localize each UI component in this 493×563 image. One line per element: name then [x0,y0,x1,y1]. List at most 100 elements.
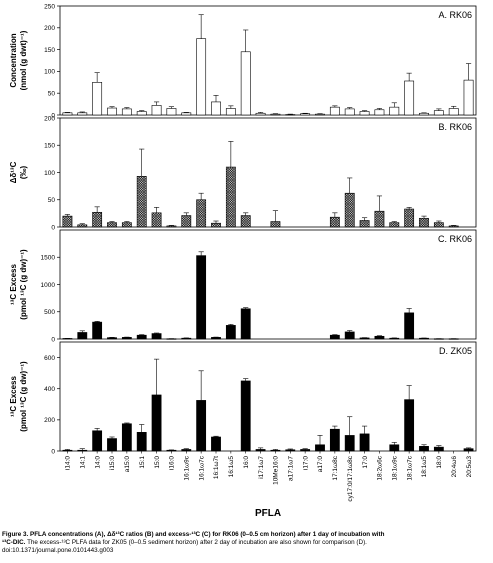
x-tick-label: 16:1ω5 [228,456,235,478]
bar-16:1ω9c [181,337,192,340]
bar-16:1ω5 [225,108,236,116]
bar-10Me16:0 [270,449,281,452]
bar-16:1ω9c [181,112,192,116]
bar-i15:0 [107,107,117,116]
bar-15:1 [136,334,147,340]
y-tick-label: 0 [51,448,55,455]
bar-i16:0 [166,108,177,116]
caption-line2: The excess-¹³C PLFA data for ZK05 (0–0.5… [25,539,367,547]
bar-18:1ω5 [419,446,429,452]
y-tick-label: 150 [44,47,55,54]
y-axis-title: (‰) [19,166,28,180]
bar-18:1ω7c [404,312,415,340]
bar-15:0 [151,105,162,116]
x-tick-label: 17:1ω8c [332,455,339,480]
y-tick-label: 100 [44,69,55,76]
y-tick-label: 500 [44,309,55,316]
bar-cy17:0/17:1ω8c [344,331,355,340]
y-axis-title: ¹³C Excess [9,264,18,305]
panel-label: C. RK06 [438,234,472,244]
bar-i17:0 [300,113,311,116]
y-tick-label: 0 [51,112,55,119]
bar-15:1 [136,432,147,452]
y-axis-title: Δδ¹³C [9,161,18,183]
x-tick-label: 18:2ω6c [377,455,384,480]
y-tick-label: 250 [44,3,55,10]
bar-14:0 [92,82,103,116]
plot-frame [59,341,477,452]
bar-a17:1ω7 [285,114,296,116]
bar-18:0 [433,446,444,452]
bar-i17:1ω7 [255,449,266,452]
bar-10Me16:0 [270,113,281,116]
bar-18:0 [433,222,444,228]
x-axis-title: PFLA [255,508,281,519]
panel-label: A. RK06 [438,10,472,20]
bar-a15:0 [121,222,132,228]
x-tick-label: 16:1ω9c [183,455,190,480]
bar-16:1ω7c [196,199,207,228]
x-tick-label: 14:1 [79,456,86,469]
bar-15:1 [136,176,147,228]
x-tick-label: i17:0 [302,456,309,470]
bar-18:1ω9c [389,106,400,116]
bar-17:0 [359,220,370,228]
bar-15:0 [151,394,162,452]
bar-a17:1ω7 [285,449,296,452]
y-tick-label: 0 [51,336,55,343]
bar-i16:0 [166,225,177,228]
caption-doi: doi:10.1371/journal.pone.0101443.g003 [2,547,114,555]
figure-chart: 0 50 100 150 200 250 Concentration (nmol (g dwt… [9,3,477,519]
bar-16:0 [240,215,251,228]
bar-20:5ω3 [463,79,474,116]
bar-10Me16:0 [270,221,281,228]
x-tick-label: cy17:0/17:1ω8c [347,455,354,501]
panel-label: B. RK06 [438,122,472,132]
bar-a15:0 [121,337,132,340]
panel-4: 0 200 400 600 ¹³C Excess (pmol ¹³C (g dw)⁻¹) D… [9,341,477,455]
caption-line2-bold: ¹³C-DIC. [2,539,26,547]
y-tick-label: 200 [44,417,55,424]
bar-16:1ω7t [211,436,221,452]
x-tick-label: 18:1ω7c [406,455,413,480]
panel-1: 0 50 100 150 200 250 Concentration (nmol (g dwt… [9,3,477,119]
x-tick-label: 18:1ω9c [391,455,398,480]
x-tick-label: 20:4ω6 [451,456,458,478]
bar-17:1ω8c [329,216,340,228]
y-tick-label: 0 [51,224,55,231]
bar-a17:0 [315,444,325,452]
y-tick-label: 600 [44,355,55,362]
bar-i14:0 [62,112,73,116]
figure-caption: Figure 3. PFLA concentrations (A), Δδ¹³C… [2,531,491,556]
x-tick-label: i16:0 [169,456,176,470]
y-tick-label: 400 [44,386,55,393]
y-tick-label: 1500 [41,255,56,262]
bar-18:2ω6c [374,109,385,116]
plot-frame [59,5,477,116]
x-tick-label: i14:0 [65,456,72,470]
x-tick-label: 14:0 [94,456,101,469]
bar-i17:1ω7 [255,112,266,116]
panel-label: D. ZK05 [439,346,472,356]
bar-16:1ω7c [196,255,207,340]
bar-i15:0 [107,438,117,452]
bar-18:1ω5 [419,217,429,228]
x-tick-label: 17:0 [362,456,369,469]
bar-16:1ω9c [181,215,192,228]
bar-18:2ω6c [374,335,385,340]
bar-15:0 [151,212,162,228]
bar-14:1 [77,224,88,228]
bar-16:1ω9c [181,449,192,452]
bar-15:0 [151,333,162,340]
bar-a15:0 [121,108,132,116]
x-tick-label: 10Me16:0 [273,456,280,485]
x-tick-label: i17:1ω7 [258,456,265,479]
bar-i17:0 [300,449,311,452]
bar-20:4ω6 [448,108,459,116]
bar-20:4ω6 [448,225,459,228]
bar-14:1 [77,332,88,340]
bar-16:1ω7c [196,38,207,116]
x-tick-label: 15:0 [154,456,161,469]
bar-16:1ω5 [225,166,236,228]
bar-17:0 [359,111,370,116]
